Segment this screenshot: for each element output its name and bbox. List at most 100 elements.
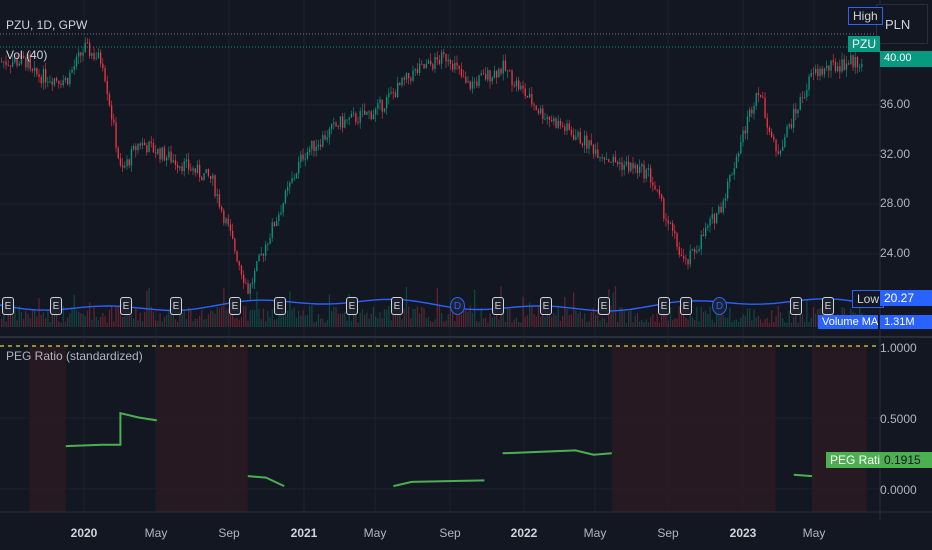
earnings-event-icon[interactable]: E <box>2 297 14 315</box>
price-candle <box>361 110 364 112</box>
volume-bar <box>9 305 12 327</box>
earnings-event-icon[interactable]: E <box>492 297 504 315</box>
price-candle <box>828 65 830 71</box>
volume-bar <box>322 318 324 327</box>
price-candle <box>817 68 819 77</box>
price-candle <box>621 162 623 170</box>
price-candle <box>524 88 526 96</box>
currency-selector[interactable]: PLN <box>876 4 928 44</box>
peg-ratio-line <box>393 479 485 488</box>
volume-bar <box>518 321 520 327</box>
price-candle <box>159 148 161 160</box>
price-candle <box>522 85 524 89</box>
price-candle <box>130 149 133 166</box>
volume-bar <box>254 309 256 327</box>
volume-bar <box>128 306 130 327</box>
volume-bar <box>606 322 608 327</box>
earnings-event-icon[interactable]: E <box>229 297 241 315</box>
price-candle <box>533 104 535 106</box>
price-candle <box>144 142 146 146</box>
price-candle <box>507 70 509 72</box>
price-candle <box>126 159 128 166</box>
time-tick: 2020 <box>70 526 98 540</box>
volume-bar <box>377 318 379 327</box>
price-candle <box>852 55 854 68</box>
price-candle <box>236 251 238 262</box>
price-candle <box>478 75 480 86</box>
volume-bar <box>746 308 749 327</box>
price-candle <box>317 144 320 147</box>
indicator-tick: 1.0000 <box>880 341 917 355</box>
earnings-event-icon[interactable]: E <box>790 297 802 315</box>
volume-bar <box>410 318 412 327</box>
price-candle <box>821 68 823 75</box>
price-candle <box>1 61 3 63</box>
volume-bar <box>485 317 487 327</box>
volume-bar <box>586 322 588 327</box>
volume-bar <box>317 314 320 327</box>
earnings-event-icon[interactable]: E <box>274 297 286 315</box>
price-candle <box>586 135 588 149</box>
volume-bar <box>379 312 381 327</box>
price-candle <box>762 96 764 98</box>
volume-bar <box>683 308 685 327</box>
volume-bar <box>445 320 447 327</box>
indicator-legend[interactable]: PEG Ratio (standardized) <box>6 349 143 363</box>
volume-bar <box>245 306 247 327</box>
price-candle <box>342 116 344 128</box>
earnings-event-icon[interactable]: E <box>170 297 182 315</box>
volume-bar <box>797 322 799 327</box>
earnings-event-icon[interactable]: E <box>680 297 692 315</box>
price-candle <box>718 206 720 214</box>
price-candle <box>779 150 782 154</box>
dividend-event-icon[interactable]: D <box>450 297 465 315</box>
price-candle <box>119 158 122 166</box>
volume-bar <box>663 310 665 327</box>
volume-legend[interactable]: Vol (40) <box>6 48 48 62</box>
price-candle <box>658 189 661 195</box>
price-candle <box>465 76 467 83</box>
volume-bar <box>432 321 434 327</box>
volume-bar <box>188 307 190 327</box>
red-zone <box>29 346 66 512</box>
price-candle <box>309 149 311 153</box>
price-candle <box>566 123 568 131</box>
volume-bar <box>207 314 210 327</box>
earnings-event-icon[interactable]: E <box>50 297 62 315</box>
price-candle <box>346 119 348 121</box>
price-candle <box>62 80 64 86</box>
volume-bar <box>427 316 430 327</box>
time-tick: Sep <box>657 526 679 540</box>
volume-bar <box>126 312 128 327</box>
earnings-event-icon[interactable]: E <box>658 297 670 315</box>
price-candle <box>755 92 757 106</box>
price-candle <box>60 83 62 86</box>
earnings-event-icon[interactable]: E <box>822 297 834 315</box>
volume-bar <box>546 305 548 327</box>
price-candle <box>82 52 84 56</box>
volume-bar <box>247 320 249 327</box>
price-candle <box>630 163 632 172</box>
earnings-event-icon[interactable]: E <box>540 297 552 315</box>
price-candle <box>337 126 339 128</box>
volume-bar <box>740 317 742 327</box>
volume-bar <box>623 311 625 327</box>
dividend-event-icon[interactable]: D <box>712 297 727 315</box>
volume-bar <box>718 310 720 327</box>
volume-bar <box>45 318 47 327</box>
volume-bar <box>390 320 392 327</box>
earnings-event-icon[interactable]: E <box>391 297 403 315</box>
earnings-event-icon[interactable]: E <box>598 297 610 315</box>
price-candle <box>9 65 12 67</box>
volume-bar <box>214 313 216 327</box>
volume-bar <box>240 317 243 327</box>
earnings-event-icon[interactable]: E <box>346 297 358 315</box>
price-candle <box>42 68 45 84</box>
price-candle <box>379 99 381 104</box>
volume-bar <box>133 318 135 327</box>
earnings-event-icon[interactable]: E <box>120 297 132 315</box>
symbol-legend[interactable]: PZU, 1D, GPW <box>6 18 88 32</box>
volume-bar <box>47 311 49 327</box>
price-candle <box>537 110 540 114</box>
